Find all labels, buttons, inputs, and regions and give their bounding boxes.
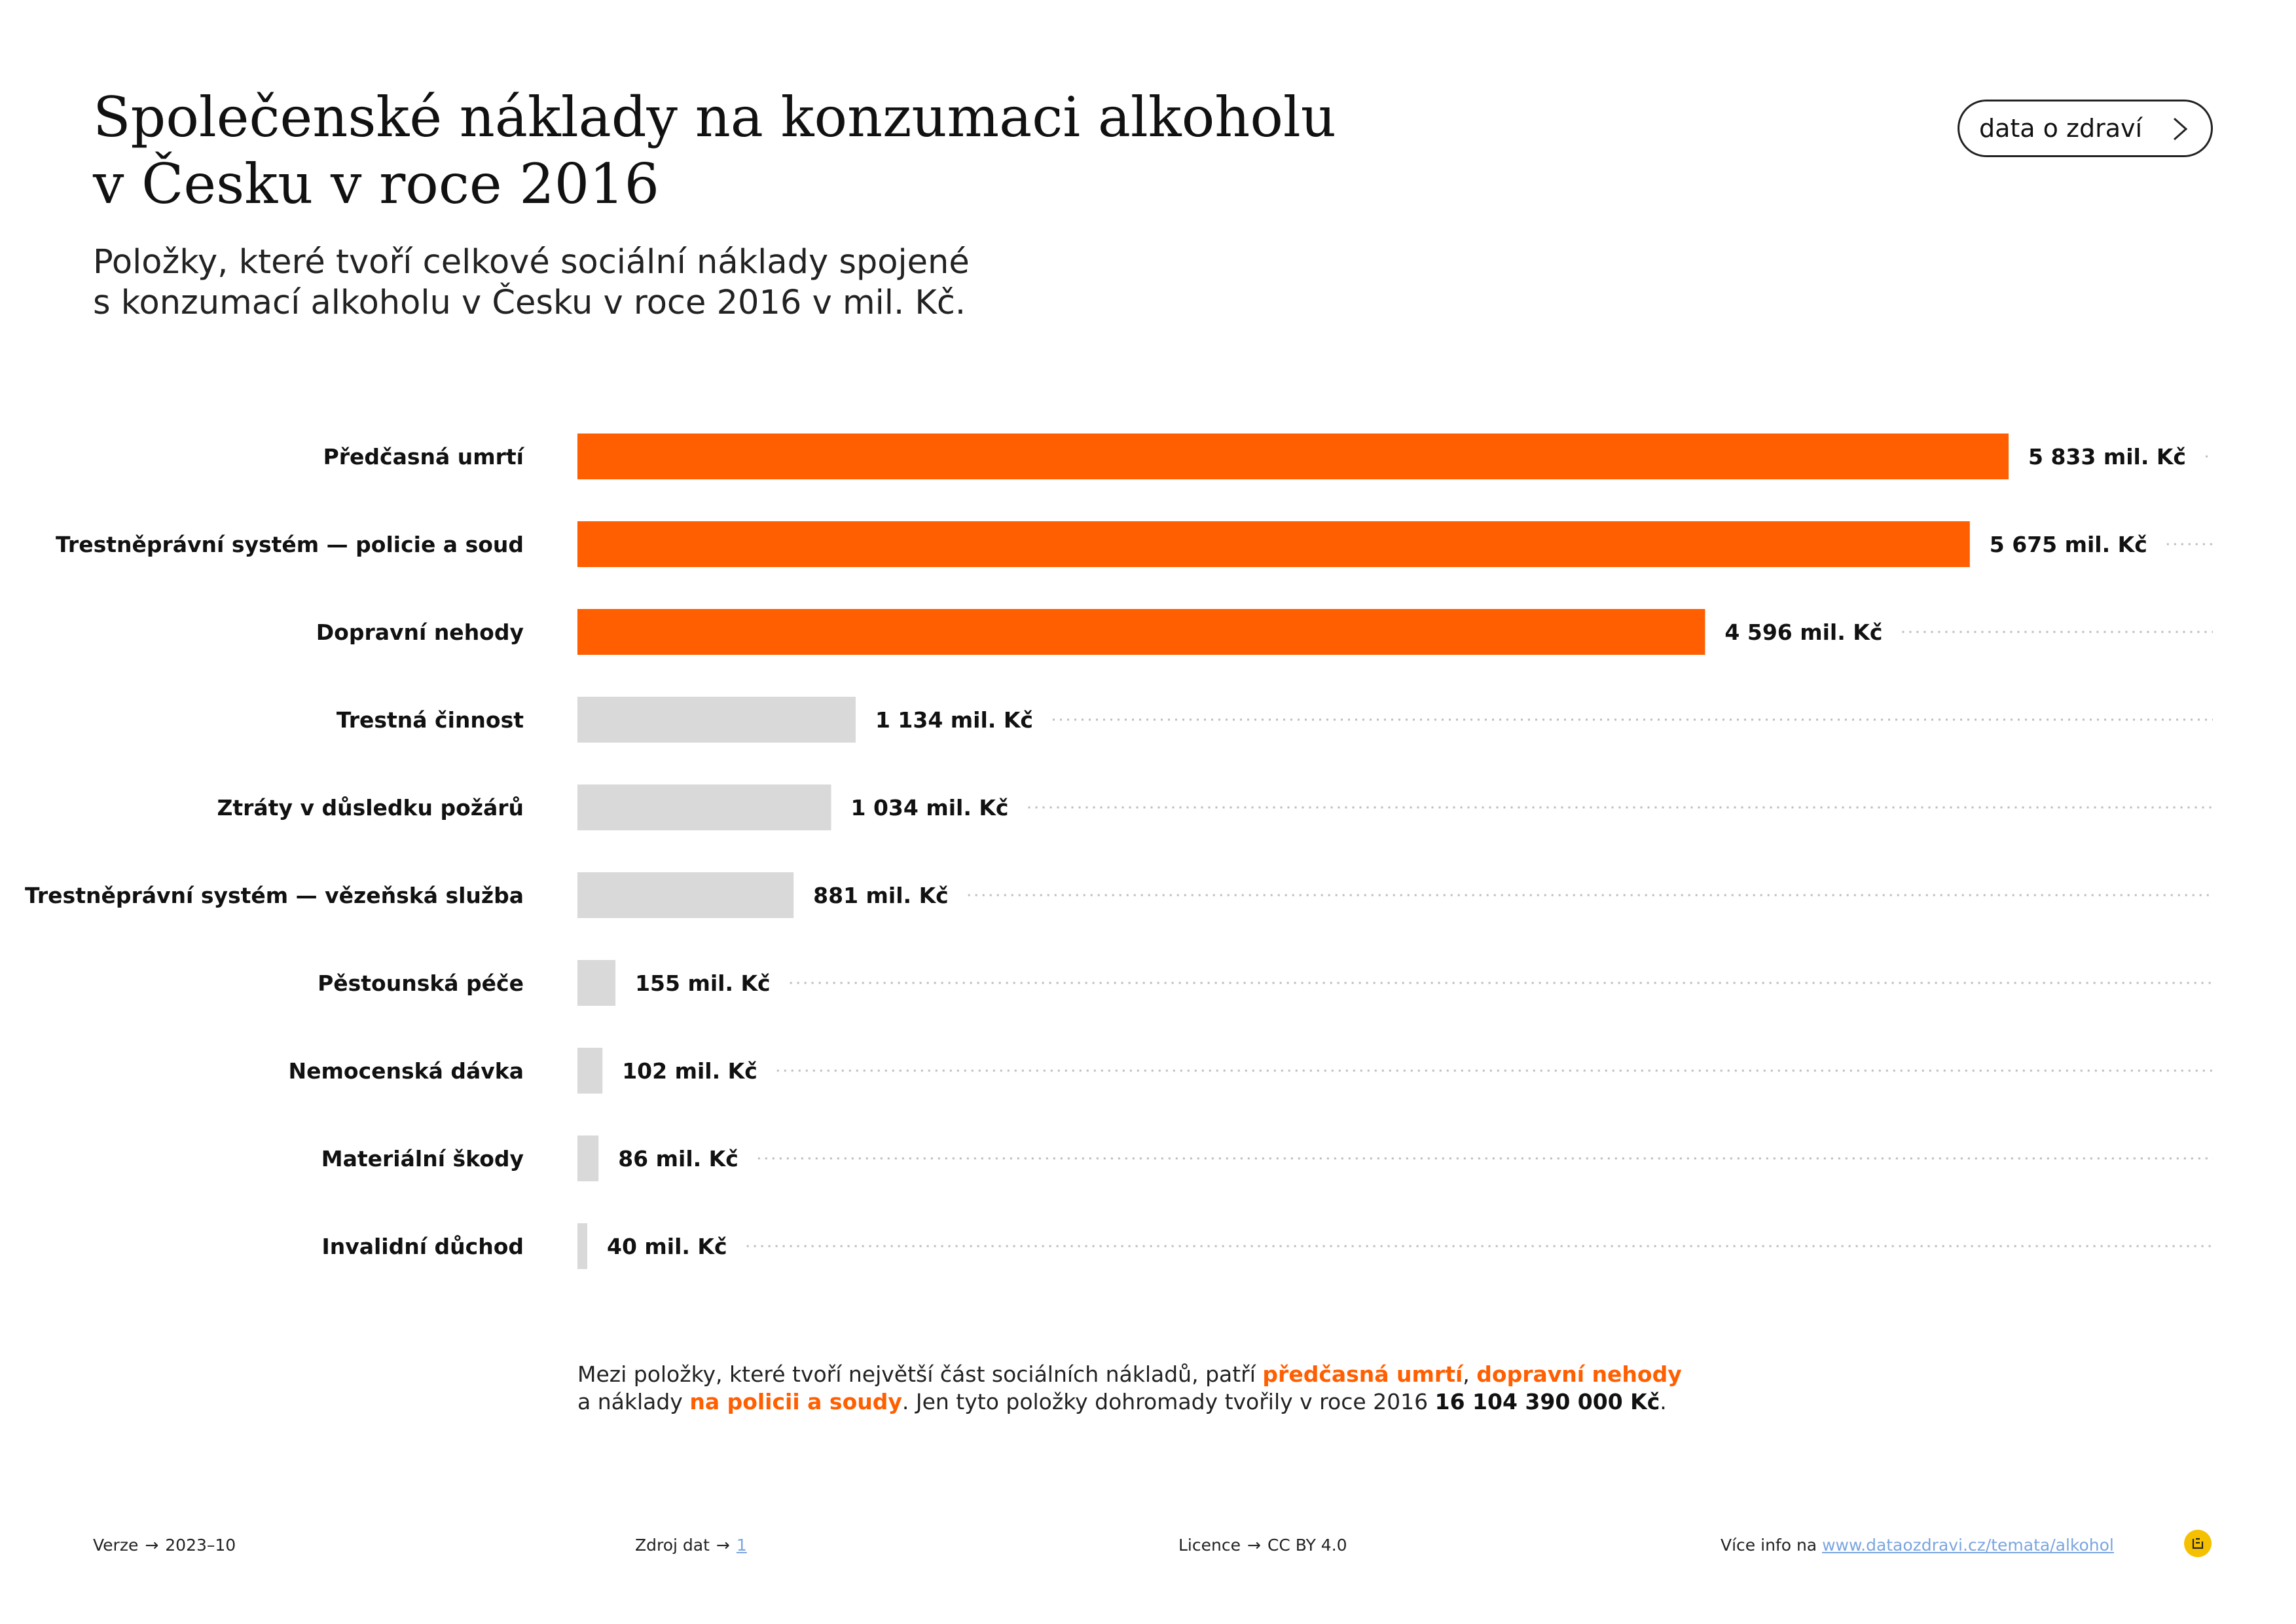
note-text: . xyxy=(1660,1389,1667,1414)
bar-row: Invalidní důchod 40 mil. Kč xyxy=(321,1223,2213,1269)
footer-source: Zdroj dat → 1 xyxy=(635,1536,747,1555)
category-label: Nemocenská dávka xyxy=(289,1058,524,1084)
bar-row: Trestná činnost 1 134 mil. Kč xyxy=(337,697,2213,743)
bar-row: Předčasná umrtí 5 833 mil. Kč xyxy=(323,434,2213,479)
value-label: 102 mil. Kč xyxy=(622,1058,757,1084)
subtitle-line-1: Položky, které tvoří celkové sociální ná… xyxy=(93,243,970,282)
note-line-2: a náklady na policii a soudy. Jen tyto p… xyxy=(577,1388,1690,1416)
bar xyxy=(577,1135,599,1181)
category-label: Invalidní důchod xyxy=(321,1234,524,1259)
title-line-2: v Česku v roce 2016 xyxy=(93,152,660,216)
category-label: Materiální škody xyxy=(321,1146,524,1172)
footer-source-link[interactable]: 1 xyxy=(736,1536,747,1555)
note-total: 16 104 390 000 Kč xyxy=(1434,1389,1660,1414)
note-line-1: Mezi položky, které tvoří největší část … xyxy=(577,1361,1690,1388)
category-label: Trestněprávní systém — vězeňská služba xyxy=(25,883,524,908)
note-text: a náklady xyxy=(577,1389,690,1414)
bar xyxy=(577,521,1970,567)
bar-row: Ztráty v důsledku požárů 1 034 mil. Kč xyxy=(217,784,2213,830)
page-subtitle: Položky, které tvoří celkové sociální ná… xyxy=(93,242,1206,323)
bar xyxy=(577,434,2009,479)
arrow-right-icon: → xyxy=(716,1536,730,1555)
subtitle-line-2: s konzumací alkoholu v Česku v roce 2016… xyxy=(93,284,966,322)
note-highlight-dopravni-nehody: dopravní nehody xyxy=(1476,1361,1682,1387)
value-label: 5 833 mil. Kč xyxy=(2028,444,2186,470)
note-text: , xyxy=(1463,1361,1477,1387)
category-label: Trestná činnost xyxy=(337,707,524,733)
footer-license-label: Licence xyxy=(1178,1536,1241,1555)
bar-row: Nemocenská dávka 102 mil. Kč xyxy=(289,1048,2213,1094)
bar-row: Pěstounská péče 155 mil. Kč xyxy=(318,960,2213,1006)
bar xyxy=(577,784,831,830)
category-label: Dopravní nehody xyxy=(316,619,524,645)
bar-row: Trestněprávní systém — policie a soud 5 6… xyxy=(56,521,2213,567)
footer-info-link[interactable]: www.dataozdravi.cz/temata/alkohol xyxy=(1822,1536,2114,1555)
value-label: 40 mil. Kč xyxy=(607,1234,727,1259)
category-label: Ztráty v důsledku požárů xyxy=(217,795,524,821)
title-line-1: Společenské náklady na konzumaci alkohol… xyxy=(93,85,1336,149)
logo-icon xyxy=(2184,1530,2212,1557)
category-label: Trestněprávní systém — policie a soud xyxy=(56,532,524,557)
category-label: Pěstounská péče xyxy=(318,970,524,996)
note-highlight-policie-soudy: na policii a soudy xyxy=(689,1389,902,1414)
footer-license-value: CC BY 4.0 xyxy=(1267,1536,1347,1555)
footer-info-label: Více info na xyxy=(1721,1536,1817,1555)
value-label: 4 596 mil. Kč xyxy=(1724,619,1882,645)
chart-note: Mezi položky, které tvoří největší část … xyxy=(577,1361,1690,1416)
bar xyxy=(577,1048,603,1094)
logo-mark-icon xyxy=(2192,1538,2204,1549)
bar xyxy=(577,872,794,918)
bar-row: Dopravní nehody 4 596 mil. Kč xyxy=(316,609,2213,655)
value-label: 1 034 mil. Kč xyxy=(851,795,1009,821)
bar-row: Trestněprávní systém — vězeňská služba 88… xyxy=(25,872,2213,918)
chevron-right-icon xyxy=(2174,117,2188,141)
footer-version: Verze → 2023–10 xyxy=(93,1536,236,1555)
value-label: 86 mil. Kč xyxy=(618,1146,738,1172)
footer-license: Licence → CC BY 4.0 xyxy=(1178,1536,1347,1555)
bar xyxy=(577,609,1705,655)
bar xyxy=(577,960,616,1006)
footer-version-value: 2023–10 xyxy=(165,1536,236,1555)
value-label: 155 mil. Kč xyxy=(635,970,771,996)
data-o-zdravi-button-label: data o zdraví xyxy=(1979,114,2143,143)
footer-source-label: Zdroj dat xyxy=(635,1536,710,1555)
data-o-zdravi-button[interactable]: data o zdraví xyxy=(1958,100,2213,157)
note-text: Mezi položky, které tvoří největší část … xyxy=(577,1361,1263,1387)
note-highlight-predcasna-umrti: předčasná umrtí xyxy=(1262,1361,1463,1387)
bar-chart: Předčasná umrtí 5 833 mil. Kč Trestněprávn… xyxy=(25,434,2213,1269)
note-text: . Jen tyto položky dohromady tvořily v r… xyxy=(902,1389,1435,1414)
value-label: 1 134 mil. Kč xyxy=(875,707,1033,733)
value-label: 881 mil. Kč xyxy=(813,883,949,908)
footer-info: Více info na www.dataozdravi.cz/temata/a… xyxy=(1721,1536,2114,1555)
bar xyxy=(577,697,856,743)
arrow-right-icon: → xyxy=(145,1536,159,1555)
value-label: 5 675 mil. Kč xyxy=(1990,532,2147,557)
page-title: Společenské náklady na konzumaci alkohol… xyxy=(93,84,1337,217)
category-label: Předčasná umrtí xyxy=(323,444,525,470)
footer-version-label: Verze xyxy=(93,1536,139,1555)
arrow-right-icon: → xyxy=(1247,1536,1261,1555)
bar-row: Materiální škody 86 mil. Kč xyxy=(321,1135,2213,1181)
bar xyxy=(577,1223,587,1269)
